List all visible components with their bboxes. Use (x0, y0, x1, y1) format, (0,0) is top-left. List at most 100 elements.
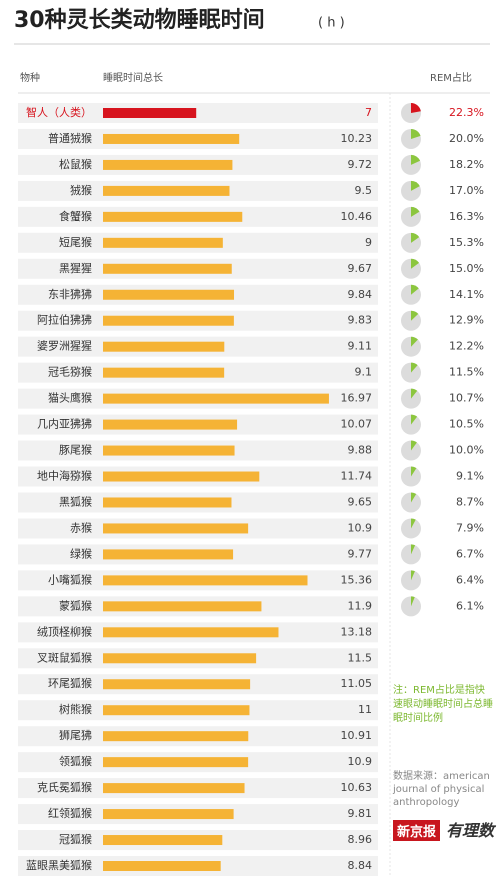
pie-slice (411, 466, 417, 477)
pie-slice (411, 206, 420, 217)
value-label: 11.74 (341, 470, 373, 483)
bar (103, 315, 234, 326)
category-label: 狨猴 (70, 183, 92, 197)
pie-slice (411, 492, 417, 503)
category-label: 领狐猴 (59, 754, 92, 768)
category-label: 东非狒狒 (48, 288, 92, 301)
bar (103, 289, 235, 300)
value-label: 9.77 (348, 547, 373, 560)
category-label: 叉斑鼠狐猴 (37, 650, 92, 664)
value-label: 9.65 (348, 495, 373, 508)
bar (103, 861, 221, 871)
bar (103, 575, 308, 586)
value-label: 11.5 (348, 651, 373, 664)
rem-label: 10.7% (449, 392, 484, 405)
rem-label: 10.5% (449, 418, 484, 431)
rem-label: 6.1% (456, 599, 484, 612)
pie-track (401, 492, 421, 513)
category-label: 冠毛猕猴 (48, 365, 92, 379)
pie-slice (411, 180, 420, 191)
bar (103, 627, 279, 638)
rem-label: 7.9% (456, 521, 484, 534)
bar (103, 705, 250, 716)
value-label: 9 (365, 236, 372, 249)
pie-slice (411, 414, 418, 425)
value-label: 10.23 (341, 132, 373, 145)
value-label: 16.97 (341, 392, 373, 405)
category-label: 黑狐猴 (59, 494, 92, 508)
pie-slice (411, 570, 415, 581)
category-label: 小嘴狐猴 (48, 572, 92, 586)
category-label: 红领狐猴 (48, 806, 92, 820)
value-label: 10.9 (348, 755, 373, 768)
bar (103, 211, 243, 222)
bar (103, 393, 329, 404)
pie-slice (411, 103, 421, 113)
bar (103, 419, 238, 430)
rem-label: 9.1% (456, 470, 484, 483)
header: 睡眠时间总长 (103, 71, 163, 84)
value-label: 10.07 (341, 418, 373, 431)
bar (103, 783, 245, 794)
rem-label: 22.3% (449, 106, 484, 119)
category-label: 狮尾狒 (59, 729, 92, 742)
value-label: 15.36 (341, 573, 373, 586)
category-label: 环尾狐猴 (48, 676, 92, 690)
rem-label: 11.5% (449, 366, 484, 379)
bar (103, 341, 225, 352)
value-label: 10.63 (341, 781, 373, 794)
header: 物种 (20, 71, 40, 84)
value-label: 9.11 (348, 340, 373, 353)
category-label: 绿猴 (70, 546, 92, 560)
rem-label: 12.2% (449, 340, 484, 353)
value-label: 11.05 (341, 677, 373, 690)
category-label: 短尾猴 (59, 235, 92, 249)
value-label: 8.96 (348, 833, 373, 846)
note: 注：REM占比是指快速眼动睡眠时间占总睡眠时间比例 (393, 685, 493, 724)
bar (103, 133, 240, 144)
category-label: 绒顶柽柳猴 (37, 624, 92, 638)
pie-slice (411, 284, 419, 295)
category-label: 婆罗洲猩猩 (37, 339, 92, 353)
rem-label: 18.2% (449, 158, 484, 171)
logo: 新京报 (393, 820, 441, 841)
category-label: 克氏冕狐猴 (37, 780, 92, 794)
bar (103, 497, 232, 508)
bar (103, 263, 232, 274)
value-label: 10.91 (341, 729, 373, 742)
pie-slice (411, 518, 416, 529)
value-label: 9.83 (348, 314, 373, 327)
bar (103, 108, 197, 118)
pie-slice (411, 232, 420, 243)
value-label: 11 (358, 703, 372, 716)
rem-label: 20.0% (449, 132, 484, 145)
pie-slice (411, 258, 420, 269)
value-label: 9.72 (348, 158, 373, 171)
pie-slice (411, 336, 418, 347)
unit: ( h ) (318, 16, 345, 31)
value-label: 7 (365, 106, 372, 119)
bar (103, 835, 223, 846)
value-label: 11.9 (348, 599, 373, 612)
bar (103, 523, 249, 534)
category-label: 蓝眼黑美狐猴 (26, 858, 92, 872)
rem-label: 15.0% (449, 262, 484, 275)
category-label: 猫头鹰猴 (48, 391, 92, 405)
pie-slice (411, 362, 418, 373)
value-label: 8.84 (348, 859, 373, 872)
category-label: 地中海猕猴 (37, 469, 92, 483)
pie-slice (411, 154, 421, 165)
bar (103, 237, 223, 248)
logo-text: 有理数 (446, 821, 495, 840)
rem-label: 6.4% (456, 573, 484, 586)
category-label: 智人（人类） (26, 105, 92, 119)
value-label: 9.84 (348, 288, 373, 301)
bar (103, 757, 249, 768)
value-label: 13.18 (341, 625, 373, 638)
value-label: 9.88 (348, 444, 373, 457)
bar (103, 601, 262, 612)
bar (103, 653, 257, 664)
category-label: 豚尾猴 (59, 443, 92, 457)
